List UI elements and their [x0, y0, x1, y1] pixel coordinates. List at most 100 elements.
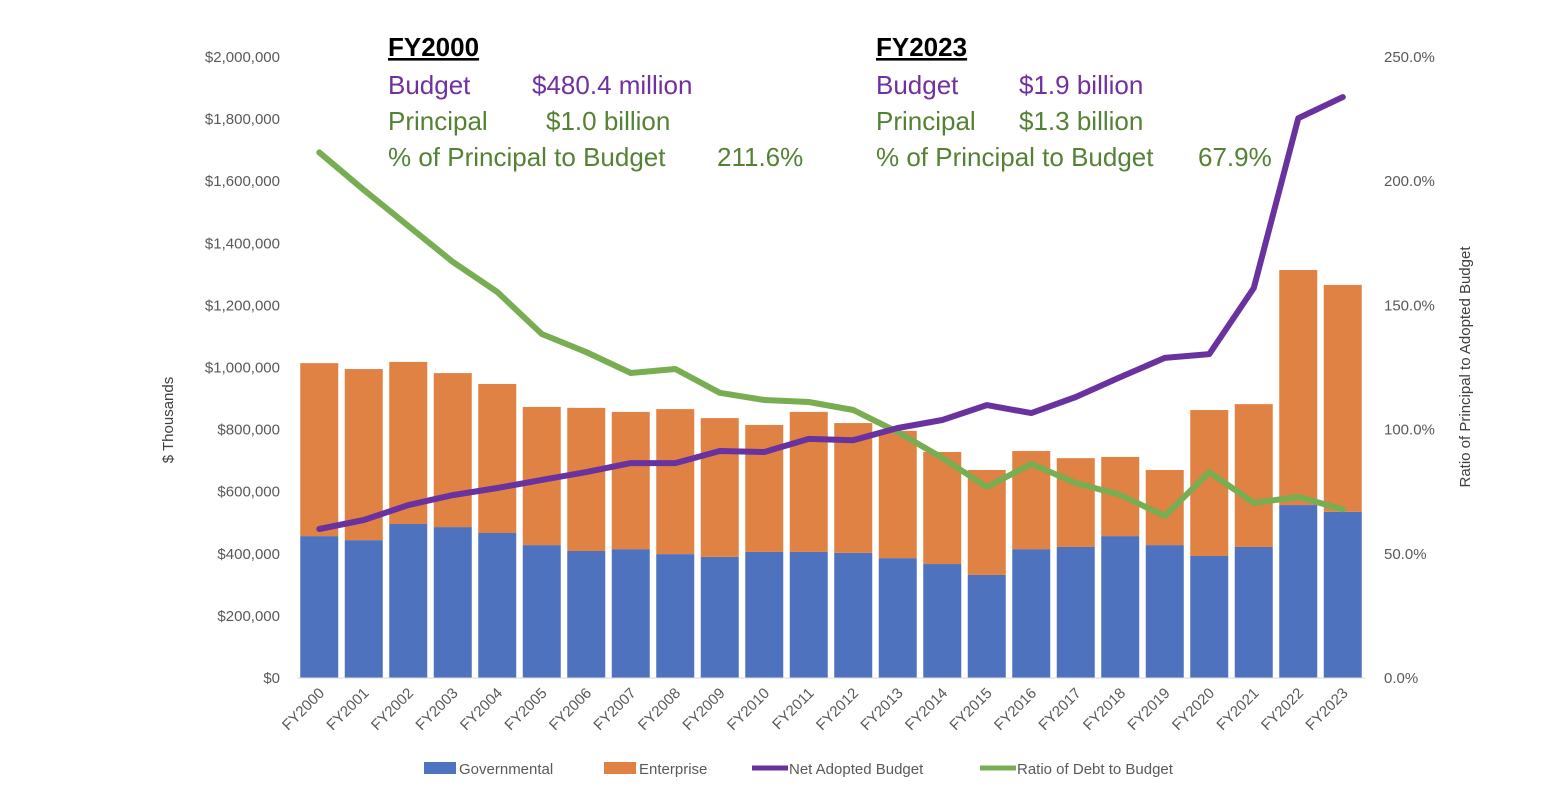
bar-governmental-FY2020 — [1190, 555, 1229, 678]
annotation-budget-value: $480.4 million — [532, 70, 692, 100]
bar-enterprise-FY2002 — [389, 361, 428, 524]
x-tick-label: FY2009 — [679, 685, 728, 734]
bar-governmental-FY2022 — [1279, 505, 1318, 678]
legend-swatch-enterprise — [604, 762, 636, 774]
bar-enterprise-FY2017 — [1056, 458, 1095, 547]
bar-enterprise-FY2023 — [1323, 284, 1362, 512]
bar-enterprise-FY2007 — [611, 411, 650, 550]
bar-enterprise-FY2006 — [567, 407, 606, 552]
x-tick-label: FY2014 — [902, 685, 951, 734]
annotation-fy2023: FY2023 Budget $1.9 billion Principal $1.… — [876, 32, 1272, 172]
bar-governmental-FY2008 — [656, 554, 695, 678]
annotation-principal-value: $1.0 billion — [546, 106, 670, 136]
annotation-fy2000: FY2000 Budget $480.4 million Principal $… — [388, 32, 803, 172]
x-tick-label: FY2022 — [1258, 685, 1307, 734]
x-tick-label: FY2020 — [1169, 685, 1218, 734]
legend-swatch-governmental — [424, 762, 456, 774]
bar-enterprise-FY2003 — [433, 373, 472, 528]
annotation-budget-value: $1.9 billion — [1019, 70, 1143, 100]
bar-governmental-FY2007 — [611, 549, 650, 678]
annotation-principal-label: Principal — [876, 106, 976, 136]
x-tick-label: FY2019 — [1124, 685, 1173, 734]
bar-enterprise-FY2000 — [300, 363, 339, 537]
legend-label-ratio: Ratio of Debt to Budget — [1017, 761, 1174, 778]
left-tick-label: $0 — [263, 670, 280, 687]
left-tick-label: $800,000 — [217, 422, 280, 439]
x-tick-label: FY2004 — [457, 685, 506, 734]
bar-governmental-FY2001 — [344, 540, 383, 678]
x-tick-label: FY2015 — [946, 685, 995, 734]
left-tick-label: $1,000,000 — [205, 360, 280, 377]
legend: Governmental Enterprise Net Adopted Budg… — [424, 761, 1174, 778]
annotation-pct-label: % of Principal to Budget — [876, 142, 1154, 172]
x-tick-label: FY2013 — [857, 685, 906, 734]
lines-layer — [316, 94, 1346, 532]
bar-governmental-FY2005 — [522, 545, 561, 678]
annotation-budget-label: Budget — [388, 70, 471, 100]
bar-governmental-FY2012 — [834, 552, 873, 678]
bar-governmental-FY2014 — [923, 564, 962, 678]
annotation-principal-value: $1.3 billion — [1019, 106, 1143, 136]
bar-enterprise-FY2022 — [1279, 270, 1318, 506]
bar-governmental-FY2015 — [967, 574, 1006, 678]
x-tick-label: FY2010 — [724, 685, 773, 734]
legend-label-governmental: Governmental — [459, 761, 553, 778]
left-tick-label: $200,000 — [217, 608, 280, 625]
x-tick-label: FY2000 — [279, 685, 328, 734]
bar-enterprise-FY2011 — [789, 411, 828, 552]
bar-enterprise-FY2014 — [923, 451, 962, 565]
x-tick-label: FY2016 — [991, 685, 1040, 734]
left-tick-label: $1,800,000 — [205, 111, 280, 128]
bar-enterprise-FY2012 — [834, 423, 873, 553]
left-tick-label: $2,000,000 — [205, 49, 280, 66]
x-tick-label: FY2011 — [769, 685, 817, 733]
bar-enterprise-FY2004 — [478, 383, 517, 533]
bar-governmental-FY2010 — [745, 551, 784, 678]
bar-enterprise-FY2013 — [878, 430, 917, 559]
x-tick-label: FY2001 — [323, 685, 372, 734]
bar-governmental-FY2018 — [1101, 536, 1140, 678]
left-tick-label: $600,000 — [217, 484, 280, 501]
bar-governmental-FY2003 — [433, 527, 472, 678]
annotation-heading: FY2000 — [388, 32, 479, 62]
x-tick-label: FY2003 — [412, 685, 461, 734]
bars-layer — [300, 270, 1362, 678]
x-tick-label: FY2018 — [1080, 685, 1129, 734]
bar-governmental-FY2017 — [1056, 546, 1095, 678]
x-tick-label: FY2012 — [813, 685, 862, 734]
left-tick-label: $1,200,000 — [205, 297, 280, 314]
bar-enterprise-FY2009 — [700, 418, 739, 557]
bar-governmental-FY2002 — [389, 523, 428, 678]
annotation-principal-label: Principal — [388, 106, 488, 136]
left-axis-label: $ Thousands — [160, 377, 177, 463]
bar-enterprise-FY2008 — [656, 409, 695, 555]
bar-enterprise-FY2010 — [745, 424, 784, 552]
x-axis-ticks: FY2000FY2001FY2002FY2003FY2004FY2005FY20… — [279, 685, 1352, 734]
bar-governmental-FY2009 — [700, 556, 739, 678]
bar-governmental-FY2021 — [1234, 546, 1273, 678]
right-tick-label: 200.0% — [1384, 173, 1435, 190]
x-tick-label: FY2021 — [1213, 685, 1262, 734]
right-tick-label: 0.0% — [1384, 670, 1418, 687]
x-tick-label: FY2002 — [368, 685, 417, 734]
legend-label-net-adopted-budget: Net Adopted Budget — [789, 761, 924, 778]
line-net-adopted-budget — [316, 94, 1346, 532]
right-axis-label: Ratio of Principal to Adopted Budget — [1457, 246, 1474, 488]
bar-governmental-FY2000 — [300, 536, 339, 678]
x-tick-label: FY2008 — [635, 685, 684, 734]
x-tick-label: FY2006 — [546, 685, 595, 734]
annotation-pct-label: % of Principal to Budget — [388, 142, 666, 172]
bar-enterprise-FY2001 — [344, 369, 383, 541]
annotation-pct-value: 211.6% — [717, 142, 803, 172]
line-ratio-of-debt-to-budget — [316, 149, 1346, 519]
x-tick-label: FY2023 — [1302, 685, 1351, 734]
left-tick-label: $400,000 — [217, 546, 280, 563]
bar-governmental-FY2006 — [567, 551, 606, 678]
annotation-pct-value: 67.9% — [1198, 142, 1272, 172]
bar-governmental-FY2004 — [478, 532, 517, 678]
left-tick-label: $1,600,000 — [205, 173, 280, 190]
bar-governmental-FY2023 — [1323, 511, 1362, 678]
right-tick-label: 150.0% — [1384, 297, 1435, 314]
annotation-budget-label: Budget — [876, 70, 959, 100]
x-tick-label: FY2005 — [501, 685, 550, 734]
